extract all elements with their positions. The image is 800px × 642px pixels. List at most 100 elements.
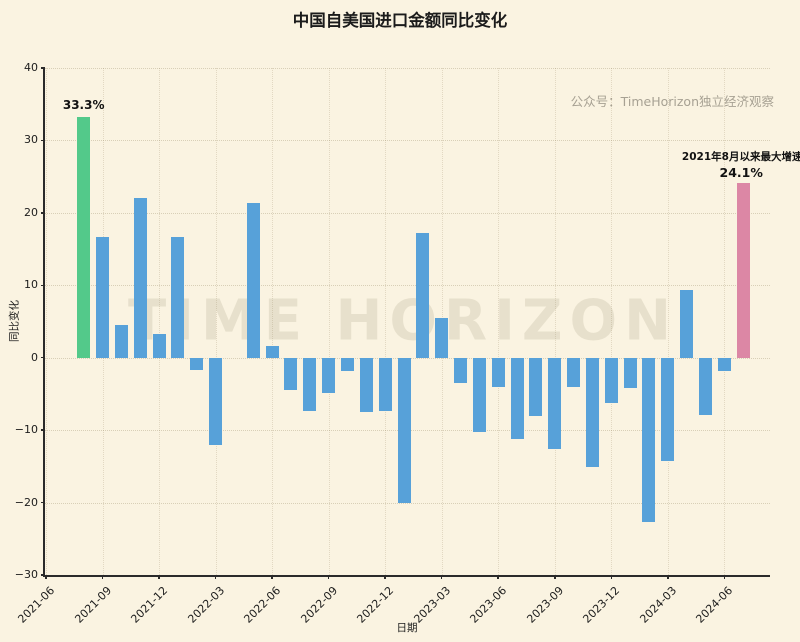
x-tick-label: 2023-06 [467,584,510,626]
gridline-horizontal [45,502,770,504]
gridline-vertical [498,68,500,575]
gridline-horizontal [45,68,770,69]
y-tick-mark [41,67,45,69]
bar-2023-04 [454,357,468,384]
x-tick-mark [723,575,726,579]
source-note: 公众号：TimeHorizon独立经济观察 [570,94,774,109]
x-tick-mark [214,575,217,579]
y-tick-label: 0 [31,350,38,364]
bar-2024-01 [623,357,637,389]
bar-2024-06 [717,357,731,371]
latest-value-label: 24.1% [719,165,763,181]
bar-2024-07 [736,183,750,358]
bar-2023-07 [510,357,524,439]
bar-2023-06 [491,357,505,388]
bar-2022-11 [359,357,373,413]
bar-2021-12 [152,333,166,358]
x-tick-mark [554,575,556,579]
bar-2022-12 [378,357,392,411]
gridline-horizontal [45,285,770,287]
x-tick-label: 2022-09 [298,584,340,626]
x-tick-label: 2021-09 [72,584,114,626]
bar-2022-06 [265,346,279,358]
y-tick-mark [41,356,45,359]
x-tick-mark [45,575,47,579]
y-tick-label: −10 [14,423,38,437]
bar-2021-08 [77,116,91,358]
x-tick-mark [497,575,499,579]
x-tick-mark [440,575,443,579]
bar-2022-09 [322,357,336,394]
bar-2023-01 [397,357,411,503]
y-tick-mark [41,139,45,142]
gridline-vertical [554,68,556,575]
bar-2021-09 [96,237,110,358]
bar-2021-10 [114,325,128,358]
bar-2022-07 [284,357,298,391]
bar-2022-08 [303,357,317,412]
latest-bar-note: 2021年8月以来最大增速 [681,151,800,164]
gridline-vertical [159,68,161,575]
x-axis-line [43,575,770,577]
bar-2023-12 [604,357,618,403]
x-tick-label: 2022-12 [354,584,397,626]
x-tick-mark [610,575,613,579]
bar-2022-03 [209,357,223,445]
x-tick-mark [101,575,104,579]
peak-value-label: 33.3% [62,97,105,112]
bar-2022-05 [246,203,260,358]
x-tick-mark [667,575,669,579]
x-tick-mark [384,575,386,579]
x-axis-label: 日期 [396,622,418,634]
gridline-vertical [667,68,669,575]
bar-2024-05 [699,357,712,415]
gridline-vertical [272,68,274,575]
x-tick-mark [271,575,273,579]
gridline-vertical [46,68,47,575]
gridline-vertical [724,68,726,575]
bar-2021-11 [133,197,147,358]
bar-2022-10 [340,357,354,372]
y-axis-label: 同比变化 [8,300,21,342]
y-tick-label: 20 [24,205,38,219]
y-tick-mark [41,429,45,431]
y-tick-mark [41,212,45,214]
bar-2023-02 [416,233,430,358]
bar-2023-10 [567,357,581,387]
y-tick-mark [41,284,45,287]
gridline-horizontal [45,212,770,214]
x-tick-label: 2023-03 [411,584,453,626]
x-tick-label: 2021-06 [15,584,58,626]
bar-2024-02 [642,357,656,523]
y-tick-label: −30 [14,568,38,581]
gridline-vertical [611,68,613,575]
bar-2023-09 [548,357,562,449]
y-tick-label: −20 [14,495,38,509]
gridline-horizontal [45,140,770,142]
gridline-vertical [215,68,217,575]
y-tick-label: 30 [24,133,38,147]
y-tick-label: 40 [24,61,38,74]
y-axis-line [43,68,45,575]
bar-2023-05 [472,357,486,432]
gridline-vertical [328,68,330,575]
gridline-vertical [385,68,387,575]
bar-2024-03 [661,357,675,462]
bar-2023-11 [585,357,599,468]
bar-2022-02 [190,357,204,371]
bar-2023-08 [529,357,543,416]
y-tick-mark [41,501,45,504]
x-tick-label: 2024-03 [637,584,680,626]
x-tick-label: 2023-09 [524,584,566,626]
x-tick-label: 2024-06 [693,584,736,626]
bar-2022-01 [171,237,185,358]
x-tick-mark [158,575,160,579]
x-tick-label: 2022-03 [185,584,227,626]
x-tick-label: 2021-12 [128,584,171,626]
x-tick-label: 2022-06 [241,584,284,626]
y-tick-label: 10 [24,278,38,292]
chart-title: 中国自美国进口金额同比变化 [292,11,508,30]
x-tick-mark [327,575,330,579]
y-tick-mark [41,574,45,576]
